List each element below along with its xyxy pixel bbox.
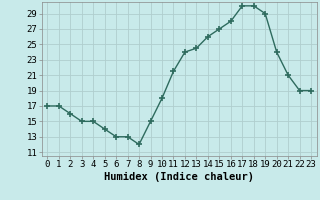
X-axis label: Humidex (Indice chaleur): Humidex (Indice chaleur) [104, 172, 254, 182]
